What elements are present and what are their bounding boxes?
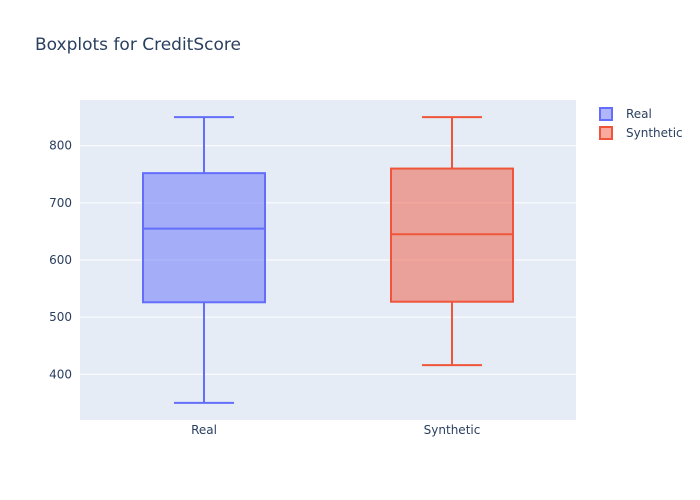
y-tick-label: 400: [49, 367, 72, 381]
box-synthetic[interactable]: [390, 116, 514, 367]
legend-swatch: [599, 126, 613, 140]
x-axis-ticks: Real Synthetic: [191, 423, 480, 437]
y-tick-label: 800: [49, 139, 72, 153]
y-axis-ticks: 400 500 600 700 800: [49, 139, 72, 382]
y-tick-label: 600: [49, 253, 72, 267]
legend-label: Real: [626, 107, 652, 121]
boxes: [142, 116, 514, 404]
y-tick-label: 500: [49, 310, 72, 324]
y-tick-label: 700: [49, 196, 72, 210]
chart-title: Boxplots for CreditScore: [35, 35, 241, 55]
legend-item-real[interactable]: Real: [599, 107, 652, 121]
legend-swatch: [599, 107, 613, 121]
legend[interactable]: Real Synthetic: [599, 107, 683, 140]
box-real[interactable]: [142, 116, 266, 404]
iqr-box: [142, 172, 266, 304]
legend-item-synthetic[interactable]: Synthetic: [599, 126, 683, 140]
x-tick-label: Real: [191, 423, 217, 437]
legend-label: Synthetic: [626, 126, 683, 140]
x-tick-label: Synthetic: [424, 423, 481, 437]
